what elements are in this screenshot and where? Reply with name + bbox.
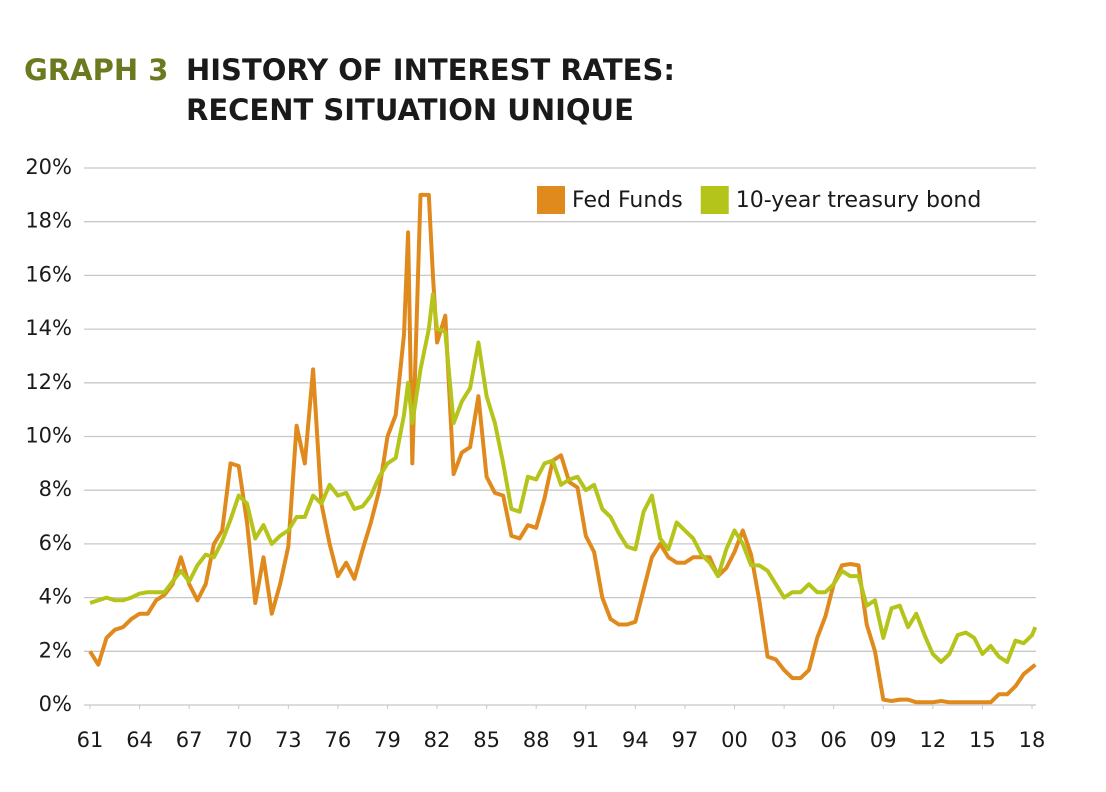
x-tick-label: 82 [424, 728, 451, 752]
y-tick-label: 2% [39, 638, 72, 662]
y-tick-label: 16% [25, 262, 72, 286]
x-tick-label: 67 [176, 728, 203, 752]
x-tick-label: 76 [325, 728, 352, 752]
x-tick-label: 91 [572, 728, 599, 752]
legend-label: 10-year treasury bond [736, 188, 982, 213]
x-tick-label: 97 [672, 728, 699, 752]
y-tick-label: 6% [39, 531, 72, 555]
legend-label: Fed Funds [572, 188, 683, 213]
x-tick-label: 85 [473, 728, 500, 752]
y-tick-label: 10% [25, 424, 72, 448]
legend-swatch [537, 186, 565, 214]
x-tick-label: 18 [1019, 728, 1046, 752]
x-tick-label: 06 [820, 728, 847, 752]
y-tick-label: 12% [25, 370, 72, 394]
x-tick-label: 94 [622, 728, 649, 752]
x-tick-label: 70 [225, 728, 252, 752]
x-tick-label: 88 [523, 728, 550, 752]
legend-swatch [700, 186, 729, 214]
y-tick-label: 8% [39, 477, 72, 501]
x-tick-label: 79 [374, 728, 401, 752]
line-series [89, 292, 1038, 664]
x-tick-label: 03 [771, 728, 798, 752]
graph-label: GRAPH 3 [24, 53, 168, 87]
y-tick-label: 18% [25, 209, 72, 233]
chart-title: RECENT SITUATION UNIQUE [186, 93, 634, 127]
x-tick-label: 64 [126, 728, 153, 752]
line-series [88, 192, 1037, 705]
y-tick-label: 0% [39, 692, 72, 716]
x-tick-label: 00 [721, 728, 748, 752]
y-tick-label: 4% [39, 585, 72, 609]
x-tick-label: 15 [969, 728, 996, 752]
x-tick-label: 73 [275, 728, 302, 752]
y-tick-label: 20% [25, 155, 72, 179]
x-tick-label: 09 [870, 728, 897, 752]
chart-title: HISTORY OF INTEREST RATES: [186, 53, 675, 87]
y-tick-label: 14% [25, 316, 72, 340]
x-tick-label: 61 [77, 728, 104, 752]
x-tick-label: 12 [919, 728, 946, 752]
